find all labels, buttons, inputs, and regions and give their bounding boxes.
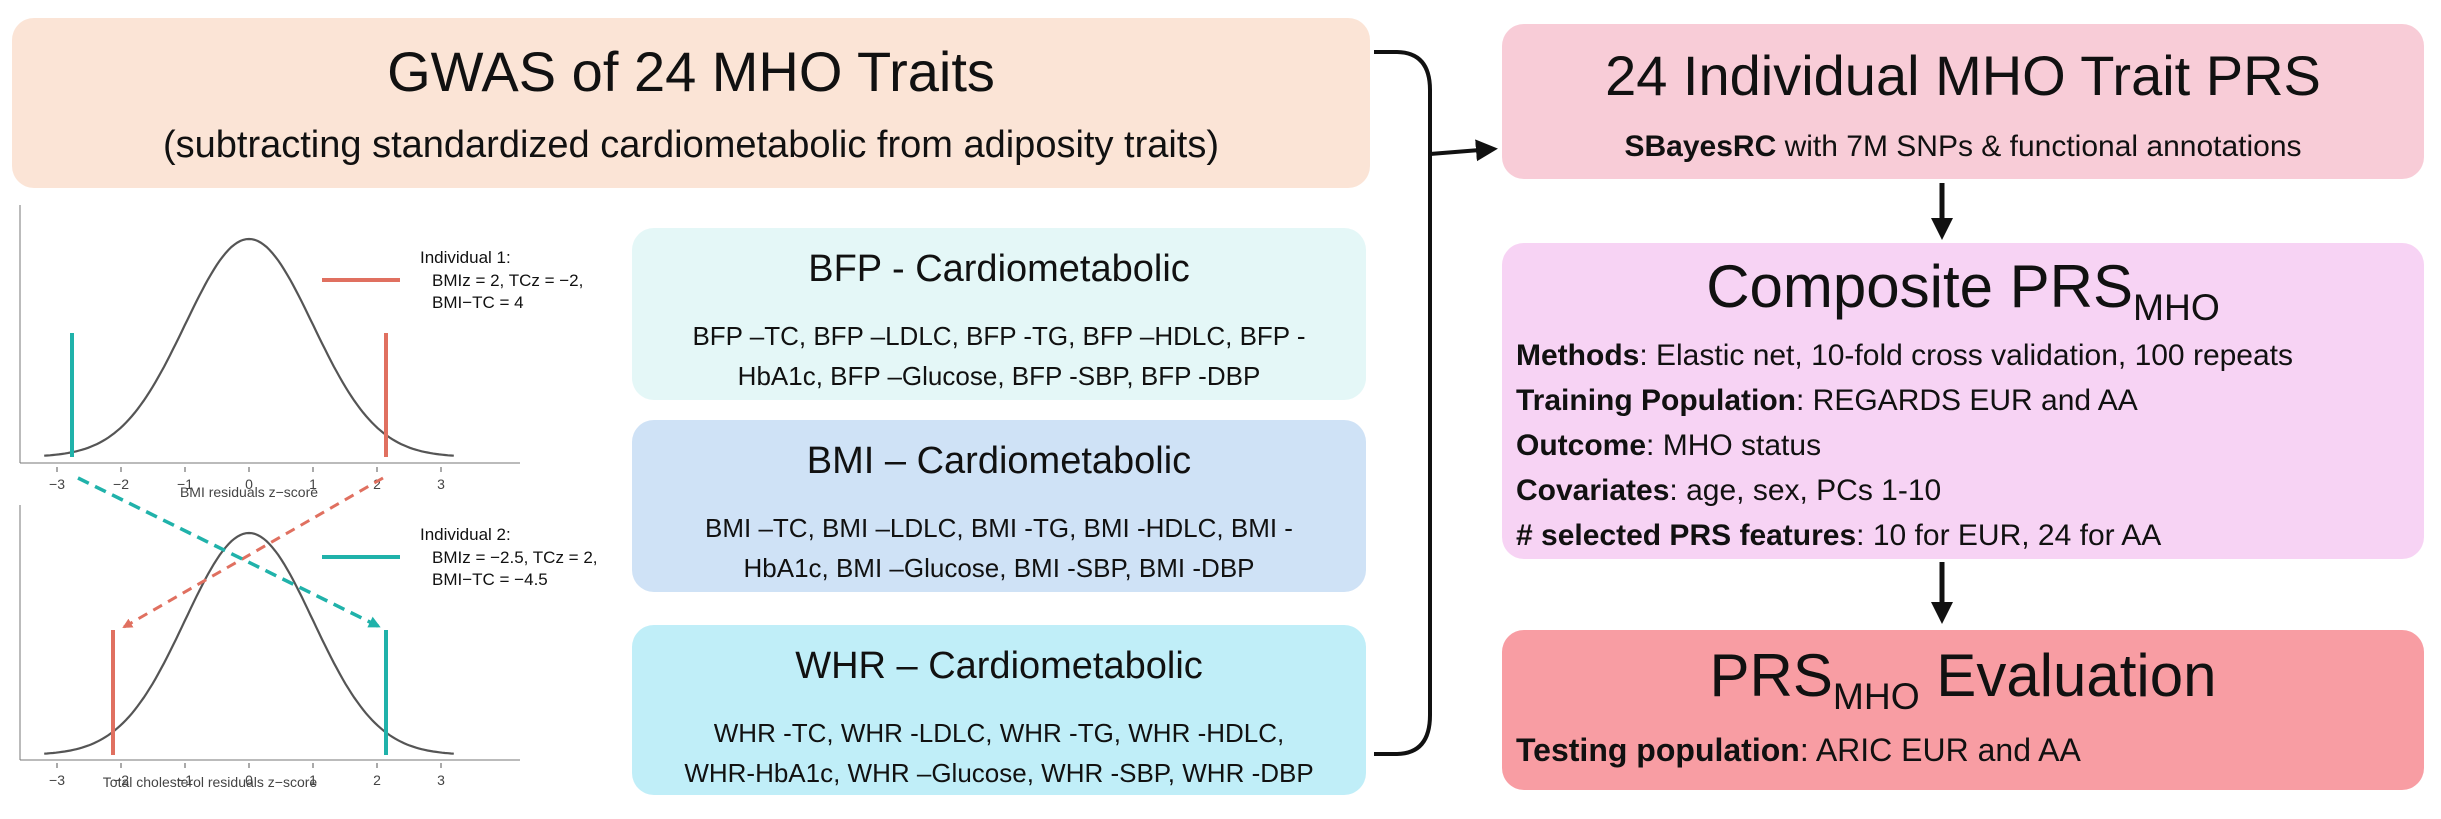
- whr-trait-list: WHR -TC, WHR -LDLC, WHR -TG, WHR -HDLC, …: [662, 713, 1336, 793]
- individual2-line2: BMI−TC = −4.5: [432, 570, 548, 589]
- evaluation-title: PRSMHO Evaluation: [1502, 640, 2424, 732]
- row-label: Testing population: [1516, 732, 1800, 768]
- evaluation-title-main: PRS: [1709, 642, 1833, 709]
- composite-prs-box: Composite PRSMHO Methods: Elastic net, 1…: [1502, 243, 2424, 559]
- composite-details: Methods: Elastic net, 10-fold cross vali…: [1516, 333, 2293, 558]
- grouping-bracket: [1374, 50, 1432, 756]
- x-tick-label: 1: [309, 476, 317, 492]
- cholesterol-residuals-plot: Individual 2: BMIz = −2.5, TCz = 2, BMI−…: [19, 505, 598, 790]
- method-detail: with 7M SNPs & functional annotations: [1776, 130, 2302, 163]
- row-value: : REGARDS EUR and AA: [1796, 384, 2138, 417]
- row-label: Training Population: [1516, 384, 1796, 417]
- bmi-trait-line: HbA1c, BMI –Glucose, BMI -SBP, BMI -DBP: [743, 553, 1255, 583]
- whr-group-title: WHR – Cardiometabolic: [795, 645, 1203, 687]
- bmi-residuals-plot: Individual 1: BMIz = 2, TCz = −2, BMI−TC…: [19, 205, 583, 500]
- row-value: : age, sex, PCs 1-10: [1669, 474, 1942, 507]
- x-tick-label: −1: [177, 476, 193, 492]
- bfp-cardiometabolic-box: BFP - Cardiometabolic BFP –TC, BFP –LDLC…: [632, 228, 1366, 400]
- x-tick-label: 3: [437, 772, 445, 788]
- bmi-trait-line: BMI –TC, BMI –LDLC, BMI -TG, BMI -HDLC, …: [705, 513, 1293, 543]
- gwas-subtitle: (subtracting standardized cardiometaboli…: [162, 124, 1220, 166]
- x-tick-label: −2: [113, 476, 129, 492]
- method-name: SBayesRC: [1624, 130, 1777, 163]
- composite-row-methods: Methods: Elastic net, 10-fold cross vali…: [1516, 333, 2293, 378]
- evaluation-title-rest: Evaluation: [1919, 642, 2217, 709]
- bfp-trait-list: BFP –TC, BFP –LDLC, BFP -TG, BFP –HDLC, …: [662, 316, 1336, 396]
- whr-trait-line: WHR-HbA1c, WHR –Glucose, WHR -SBP, WHR -…: [684, 758, 1314, 788]
- gwas-title: GWAS of 24 MHO Traits: [387, 40, 995, 103]
- x-tick-label: 2: [373, 772, 381, 788]
- row-value: : MHO status: [1646, 429, 1822, 462]
- composite-title-main: Composite PRS: [1706, 253, 2134, 320]
- x-tick-label: 0: [245, 772, 253, 788]
- bfp-trait-line: HbA1c, BFP –Glucose, BFP -SBP, BFP -DBP: [737, 361, 1261, 391]
- top-x-axis-label: BMI residuals z−score: [180, 484, 318, 500]
- individual1-line1: BMIz = 2, TCz = −2,: [432, 271, 583, 290]
- individual-prs-box: 24 Individual MHO Trait PRS SBayesRC wit…: [1502, 24, 2424, 179]
- row-label: # selected PRS features: [1516, 519, 1857, 552]
- x-tick-label: −2: [113, 772, 129, 788]
- top-x-axis: −3 −2 −1 0 1 2 3: [49, 467, 445, 492]
- evaluation-testing-row: Testing population: ARIC EUR and AA: [1516, 730, 2081, 770]
- bracket-to-prs-arrow: [1429, 139, 1498, 162]
- row-value: : 10 for EUR, 24 for AA: [1856, 519, 2162, 552]
- composite-prs-title: Composite PRSMHO: [1502, 251, 2424, 343]
- x-tick-label: 0: [245, 476, 253, 492]
- bottom-x-axis-label: Total cholesterol residuals z−score: [103, 774, 318, 790]
- individual2-line1: BMIz = −2.5, TCz = 2,: [432, 548, 598, 567]
- individual2-name: Individual 2:: [420, 525, 511, 544]
- evaluation-title-sub: MHO: [1832, 675, 1920, 718]
- x-tick-label: −1: [177, 772, 193, 788]
- bmi-trait-list: BMI –TC, BMI –LDLC, BMI -TG, BMI -HDLC, …: [662, 508, 1336, 588]
- x-tick-label: 2: [373, 476, 381, 492]
- bfp-trait-line: BFP –TC, BFP –LDLC, BFP -TG, BFP –HDLC, …: [692, 321, 1306, 351]
- composite-row-features: # selected PRS features: 10 for EUR, 24 …: [1516, 513, 2293, 558]
- x-tick-label: −3: [49, 476, 65, 492]
- row-label: Outcome: [1516, 429, 1647, 462]
- row-label: Methods: [1516, 339, 1640, 372]
- composite-row-covariates: Covariates: age, sex, PCs 1-10: [1516, 468, 2293, 513]
- bottom-x-axis: −3 −2 −1 0 1 2 3: [49, 763, 445, 788]
- row-value: : Elastic net, 10-fold cross validation,…: [1639, 339, 2294, 372]
- whr-trait-line: WHR -TC, WHR -LDLC, WHR -TG, WHR -HDLC,: [713, 718, 1285, 748]
- row-label: Covariates: [1516, 474, 1670, 507]
- individual-prs-method: SBayesRC with 7M SNPs & functional annot…: [1502, 128, 2424, 166]
- x-tick-label: 1: [309, 772, 317, 788]
- individual1-name: Individual 1:: [420, 248, 511, 267]
- gwas-header-box: GWAS of 24 MHO Traits (subtracting stand…: [12, 18, 1370, 188]
- x-tick-label: −3: [49, 772, 65, 788]
- composite-row-training: Training Population: REGARDS EUR and AA: [1516, 378, 2293, 423]
- bmi-cardiometabolic-box: BMI – Cardiometabolic BMI –TC, BMI –LDLC…: [632, 420, 1366, 592]
- bfp-group-title: BFP - Cardiometabolic: [808, 248, 1190, 290]
- whr-cardiometabolic-box: WHR – Cardiometabolic WHR -TC, WHR -LDLC…: [632, 625, 1366, 795]
- individual-prs-title: 24 Individual MHO Trait PRS: [1605, 44, 2321, 107]
- bmi-group-title: BMI – Cardiometabolic: [806, 440, 1192, 482]
- individual1-line2: BMI−TC = 4: [432, 293, 524, 312]
- x-tick-label: 3: [437, 476, 445, 492]
- evaluation-box: PRSMHO Evaluation Testing population: AR…: [1502, 630, 2424, 790]
- composite-title-sub: MHO: [2133, 286, 2220, 329]
- composite-row-outcome: Outcome: MHO status: [1516, 423, 2293, 468]
- row-value: : ARIC EUR and AA: [1799, 732, 2081, 768]
